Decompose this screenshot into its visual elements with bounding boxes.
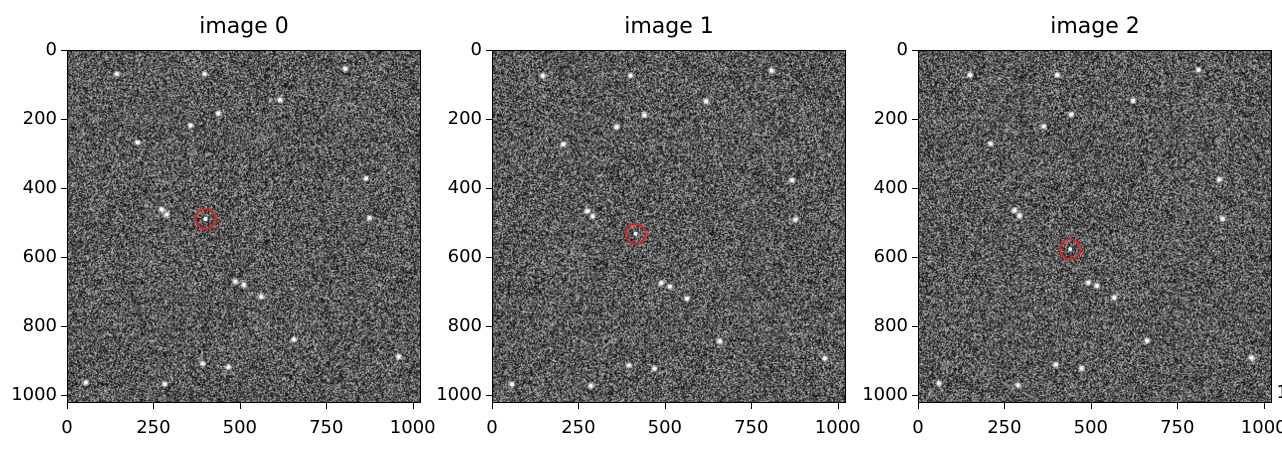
x-tick-mark <box>918 403 919 409</box>
y-tick-label: 400 <box>447 176 482 198</box>
x-tick-label: 500 <box>647 417 683 438</box>
x-tick-mark <box>412 403 414 409</box>
marker-overlay <box>1059 238 1082 261</box>
x-tick-label: 1000 <box>389 417 436 438</box>
y-tick-label: 200 <box>873 107 908 129</box>
y-tick-mark <box>61 394 67 396</box>
x-tick-label: 750 <box>734 417 769 438</box>
y-tick-mark <box>912 118 918 120</box>
y-tick-label: 600 <box>873 245 908 267</box>
y-tick-mark <box>912 187 918 189</box>
y-tick-mark <box>912 325 918 327</box>
y-tick-mark <box>486 394 492 396</box>
image-plot <box>492 50 846 403</box>
x-tick-label: 250 <box>987 417 1022 438</box>
panel-title: image 0 <box>199 14 289 39</box>
x-tick-mark <box>326 403 328 409</box>
x-tick-mark <box>492 403 493 409</box>
y-tick-mark <box>61 325 67 327</box>
y-tick-label: 200 <box>22 107 57 129</box>
noise-image <box>68 51 420 402</box>
x-tick-mark <box>1090 403 1092 409</box>
marker-overlay <box>624 222 647 245</box>
y-tick-mark <box>61 50 67 51</box>
x-tick-label: 0 <box>61 417 73 438</box>
marker-overlay <box>194 208 217 230</box>
y-tick-label: 0 <box>45 39 57 60</box>
image-plot <box>67 50 421 403</box>
y-tick-mark <box>912 256 918 258</box>
x-tick-label: 750 <box>309 417 344 438</box>
y-tick-label: 800 <box>873 314 908 336</box>
y-tick-label: 400 <box>22 176 57 198</box>
x-tick-mark <box>664 403 666 409</box>
y-tick-mark <box>486 187 492 189</box>
target-marker-circle <box>624 222 647 245</box>
panel-title: image 1 <box>624 14 714 39</box>
target-star <box>203 216 208 221</box>
noise-image <box>493 51 845 402</box>
y-tick-label: 800 <box>447 314 482 336</box>
x-tick-mark <box>1177 403 1179 409</box>
x-tick-label: 1000 <box>1240 417 1282 438</box>
x-tick-mark <box>1263 403 1265 409</box>
x-tick-mark <box>751 403 753 409</box>
y-tick-mark <box>61 187 67 189</box>
y-tick-mark <box>486 256 492 258</box>
y-tick-label: 200 <box>447 107 482 129</box>
x-tick-label: 250 <box>561 417 596 438</box>
clipped-tick-label: 1 <box>1277 382 1282 403</box>
x-tick-label: 500 <box>222 417 258 438</box>
y-tick-label: 1000 <box>436 383 482 405</box>
y-tick-mark <box>912 394 918 396</box>
y-tick-mark <box>61 256 67 258</box>
y-tick-mark <box>486 325 492 327</box>
x-tick-label: 500 <box>1073 417 1109 438</box>
noise-image <box>919 51 1271 402</box>
target-marker-circle <box>194 208 217 230</box>
y-tick-mark <box>61 118 67 120</box>
x-tick-mark <box>67 403 68 409</box>
target-star <box>633 231 638 236</box>
y-tick-label: 1000 <box>862 383 908 405</box>
x-tick-mark <box>239 403 241 409</box>
image-plot <box>918 50 1272 403</box>
y-tick-label: 400 <box>873 176 908 198</box>
y-tick-label: 600 <box>447 245 482 267</box>
y-tick-label: 1000 <box>11 383 57 405</box>
x-tick-mark <box>837 403 839 409</box>
x-tick-mark <box>578 403 580 409</box>
y-tick-label: 0 <box>896 39 908 60</box>
target-marker-circle <box>1059 238 1082 261</box>
y-tick-label: 800 <box>22 314 57 336</box>
x-tick-label: 0 <box>486 417 498 438</box>
x-tick-mark <box>153 403 155 409</box>
y-tick-label: 0 <box>470 39 482 60</box>
x-tick-label: 750 <box>1160 417 1195 438</box>
x-tick-label: 1000 <box>814 417 861 438</box>
y-tick-mark <box>912 50 918 51</box>
y-tick-mark <box>486 50 492 51</box>
x-tick-mark <box>1004 403 1006 409</box>
x-tick-label: 250 <box>136 417 171 438</box>
y-tick-label: 600 <box>22 245 57 267</box>
panel-title: image 2 <box>1050 14 1140 39</box>
y-tick-mark <box>486 118 492 120</box>
x-tick-label: 0 <box>912 417 924 438</box>
target-star <box>1068 247 1073 252</box>
